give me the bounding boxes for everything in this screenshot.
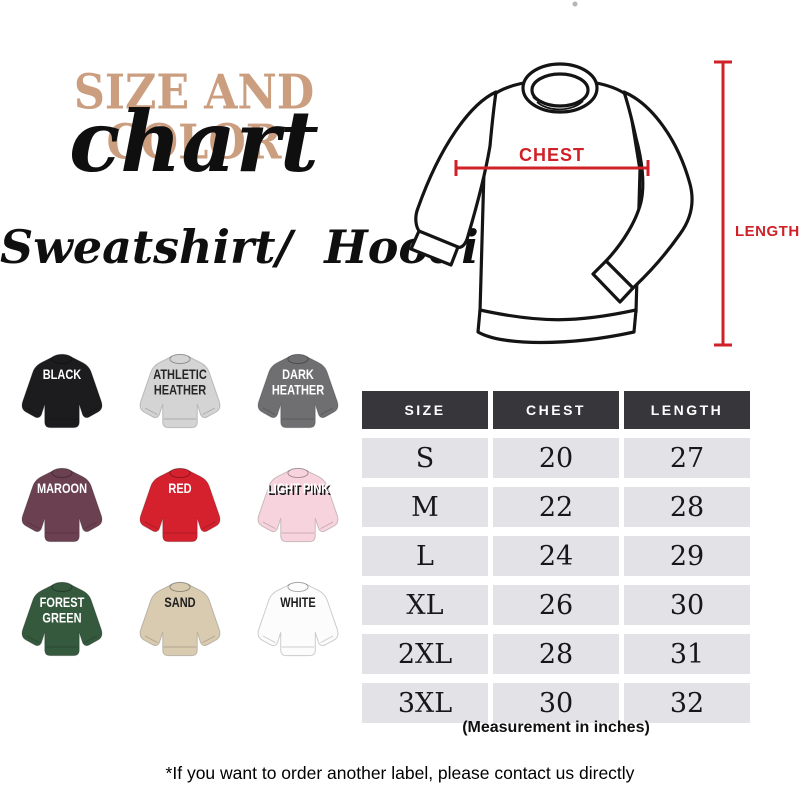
sweatshirt-swatch-graphic [21,581,103,657]
sweatshirt-measurement-diagram: CHEST LENGTH [409,1,800,347]
swatch-red: RED [124,460,236,556]
swatch-maroon: MAROON [6,460,118,556]
table-cell: 24 [493,536,619,576]
swatch-athletic-heather: ATHLETIC HEATHER [124,346,236,442]
table-header-cell: CHEST [493,391,619,429]
chest-measure-label: CHEST [519,145,585,165]
table-cell: 30 [624,585,750,625]
sweatshirt-swatch-graphic [257,581,339,657]
table-cell: 32 [624,683,750,723]
swatch-color-label: FOREST GREEN [39,595,85,626]
table-cell: 2XL [362,634,488,674]
sweatshirt-swatch-graphic [139,467,221,543]
table-cell: 28 [493,634,619,674]
footnote: *If you want to order another label, ple… [165,763,635,783]
table-cell: 26 [493,585,619,625]
size-table: SIZE CHEST LENGTH S 20 27 M 22 28 L 24 29 XL 26 30 2XL 2… [362,391,750,723]
subtitle-garment-type: Sweatshirt/ Hoodie [0,220,508,274]
swatch-black: BLACK [6,346,118,442]
length-measure-label: LENGTH [735,223,800,240]
swatch-color-label: BLACK [42,367,82,384]
swatch-color-label: WHITE [280,595,316,612]
table-cell: 3XL [362,683,488,723]
swatch-color-label: RED [168,481,192,498]
table-cell: 28 [624,487,750,527]
sweatshirt-swatch-graphic [21,353,103,429]
table-cell: 30 [493,683,619,723]
table-cell: 31 [624,634,750,674]
swatch-color-label: LIGHT PINK [266,481,330,498]
swatch-forest-green: FOREST GREEN [6,574,118,670]
swatch-color-label: SAND [164,595,196,612]
sweatshirt-waistband [476,308,638,345]
table-cell: XL [362,585,488,625]
collar-ribbing-line [532,95,588,107]
swatch-sand: SAND [124,574,236,670]
table-header-cell: LENGTH [624,391,750,429]
table-cell: 29 [624,536,750,576]
table-header-cell: SIZE [362,391,488,429]
sweatshirt-swatch-graphic [257,353,339,429]
table-cell: 27 [624,438,750,478]
table-caption: (Measurement in inches) [462,719,650,736]
sweatshirt-swatch-graphic [139,353,221,429]
swatch-color-label: ATHLETIC HEATHER [153,367,207,398]
table-cell: L [362,536,488,576]
sweatshirt-swatch-graphic [139,581,221,657]
collar-ribbing-line [536,100,584,111]
page-title: SIZE AND COLOR [73,64,315,172]
measurement-lines [454,60,732,347]
table-cell: M [362,487,488,527]
sweatshirt-left-cuff [409,229,460,267]
sweatshirt-swatch-graphic [21,467,103,543]
table-cell: S [362,438,488,478]
sweatshirt-right-cuff [591,259,635,304]
table-cell: 20 [493,438,619,478]
swatch-color-label: MAROON [36,481,88,498]
swatch-light-pink: LIGHT PINK [242,460,354,556]
color-swatch-grid: BLACK ATHLETIC HEATHER DARK HEATHER [6,346,354,670]
table-cell: 22 [493,487,619,527]
swatch-dark-heather: DARK HEATHER [242,346,354,442]
page-title-script: chart [69,92,319,191]
swatch-color-label: DARK HEATHER [271,367,325,398]
crop-mark [572,1,578,7]
sweatshirt-swatch-graphic [257,467,339,543]
swatch-white: WHITE [242,574,354,670]
